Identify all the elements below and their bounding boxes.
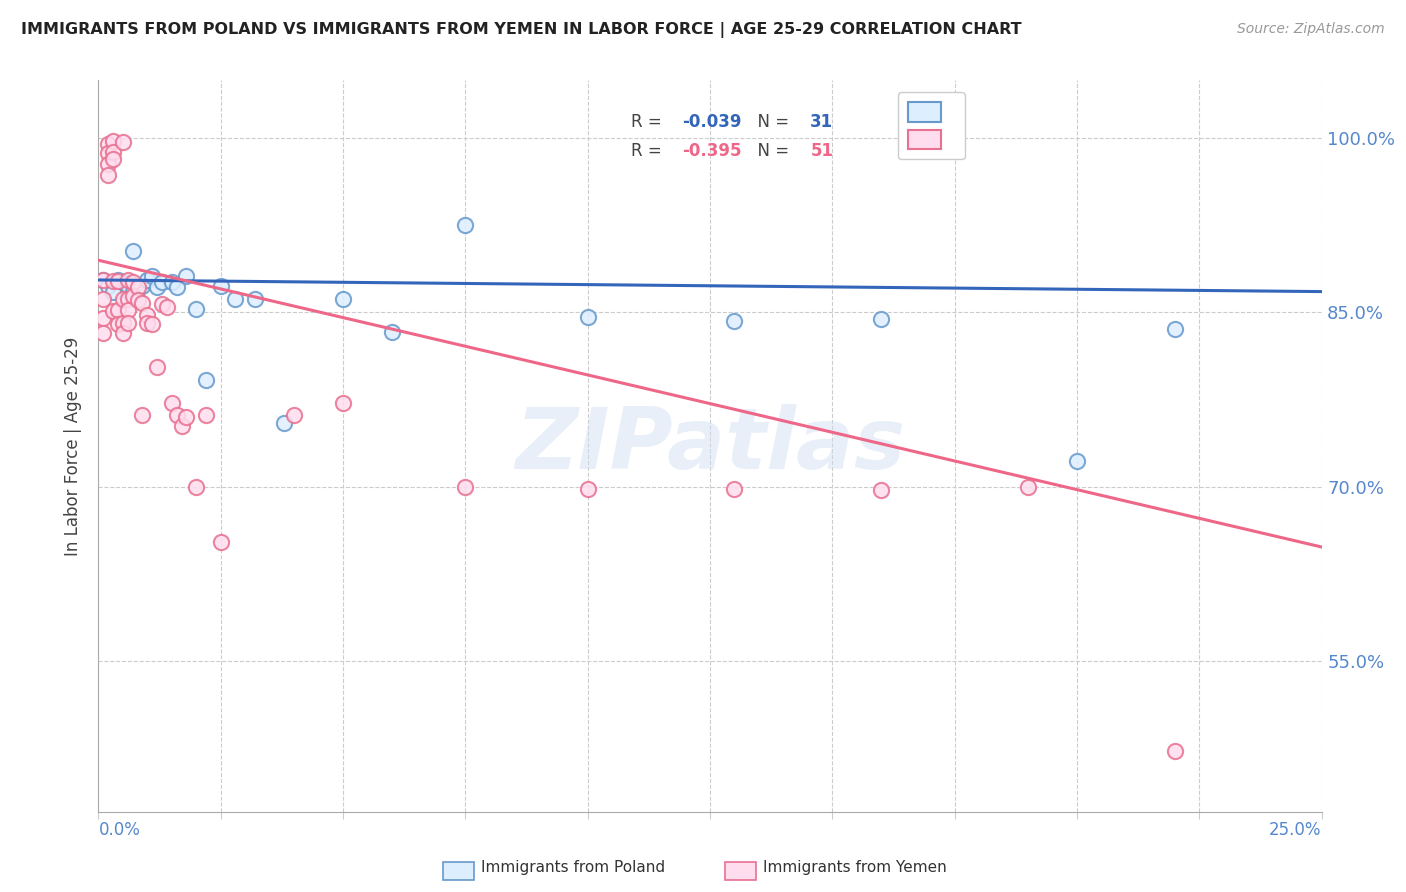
Point [117, 278, 139, 293]
Point [97, 169, 120, 183]
Point [131, 296, 153, 310]
Point [101, 153, 124, 167]
Point [117, 273, 139, 287]
Point [91, 326, 114, 341]
Point [117, 292, 139, 306]
Point [136, 308, 159, 322]
Point [111, 292, 134, 306]
Point [107, 317, 129, 331]
Point [150, 297, 173, 311]
Point [97, 146, 120, 161]
Point [723, 313, 745, 327]
Point [117, 303, 139, 318]
Text: 31: 31 [810, 113, 834, 131]
Point [224, 292, 246, 306]
Point [101, 285, 124, 299]
Text: -0.039: -0.039 [682, 113, 741, 131]
Text: -0.395: -0.395 [682, 143, 741, 161]
Point [111, 316, 134, 330]
Point [146, 280, 169, 294]
Point [117, 316, 139, 330]
Point [186, 301, 208, 316]
Point [107, 273, 129, 287]
Point [576, 482, 599, 496]
Point [136, 273, 159, 287]
Point [136, 316, 159, 330]
Text: R =: R = [630, 113, 666, 131]
Text: 25.0%: 25.0% [1270, 821, 1322, 839]
Point [131, 278, 153, 293]
Point [111, 275, 134, 289]
Point [160, 396, 183, 410]
Point [332, 396, 354, 410]
Point [101, 134, 124, 148]
Point [870, 312, 893, 326]
Point [870, 483, 893, 497]
Point [91, 292, 114, 306]
Point [454, 480, 477, 494]
Point [381, 325, 404, 339]
Point [176, 409, 198, 424]
Text: Immigrants from Yemen: Immigrants from Yemen [763, 860, 948, 874]
Point [243, 292, 266, 306]
Text: R =: R = [630, 143, 666, 161]
Point [107, 274, 129, 288]
Point [131, 408, 153, 422]
Point [1066, 454, 1088, 468]
Point [195, 408, 218, 422]
Point [160, 275, 183, 289]
Point [170, 419, 193, 434]
Legend: , : , [898, 92, 965, 159]
Text: Source: ZipAtlas.com: Source: ZipAtlas.com [1237, 22, 1385, 37]
Point [127, 281, 149, 295]
Y-axis label: In Labor Force | Age 25-29: In Labor Force | Age 25-29 [65, 336, 83, 556]
Point [111, 326, 134, 341]
Point [101, 304, 124, 318]
Point [111, 135, 134, 149]
Text: N =: N = [747, 113, 794, 131]
Point [195, 373, 218, 387]
Point [209, 278, 232, 293]
Point [91, 273, 114, 287]
Point [156, 300, 179, 314]
Text: IMMIGRANTS FROM POLAND VS IMMIGRANTS FROM YEMEN IN LABOR FORCE | AGE 25-29 CORRE: IMMIGRANTS FROM POLAND VS IMMIGRANTS FRO… [21, 22, 1022, 38]
Text: Immigrants from Poland: Immigrants from Poland [481, 860, 665, 874]
Point [186, 480, 208, 494]
Point [283, 408, 305, 422]
Point [121, 275, 143, 289]
Point [101, 274, 124, 288]
Point [141, 317, 163, 331]
Point [121, 244, 143, 258]
Point [146, 359, 169, 374]
Point [176, 269, 198, 284]
Point [576, 310, 599, 325]
Point [1164, 322, 1187, 336]
Point [723, 482, 745, 496]
Point [141, 269, 163, 284]
Point [454, 219, 477, 233]
Point [150, 275, 173, 289]
Point [166, 408, 188, 422]
Text: 51: 51 [810, 143, 834, 161]
Point [91, 273, 114, 287]
Point [101, 145, 124, 160]
Point [1164, 744, 1187, 758]
Text: ZIPatlas: ZIPatlas [515, 404, 905, 488]
Point [91, 311, 114, 326]
Point [107, 303, 129, 318]
Point [97, 278, 120, 293]
Point [121, 285, 143, 299]
Point [121, 289, 143, 303]
Text: 0.0%: 0.0% [98, 821, 141, 839]
Point [97, 137, 120, 152]
Text: N =: N = [747, 143, 794, 161]
Point [97, 157, 120, 171]
Point [127, 293, 149, 307]
Point [127, 280, 149, 294]
Point [332, 292, 354, 306]
Point [166, 280, 188, 294]
Point [273, 416, 295, 430]
Point [1017, 480, 1039, 494]
Point [209, 535, 232, 549]
